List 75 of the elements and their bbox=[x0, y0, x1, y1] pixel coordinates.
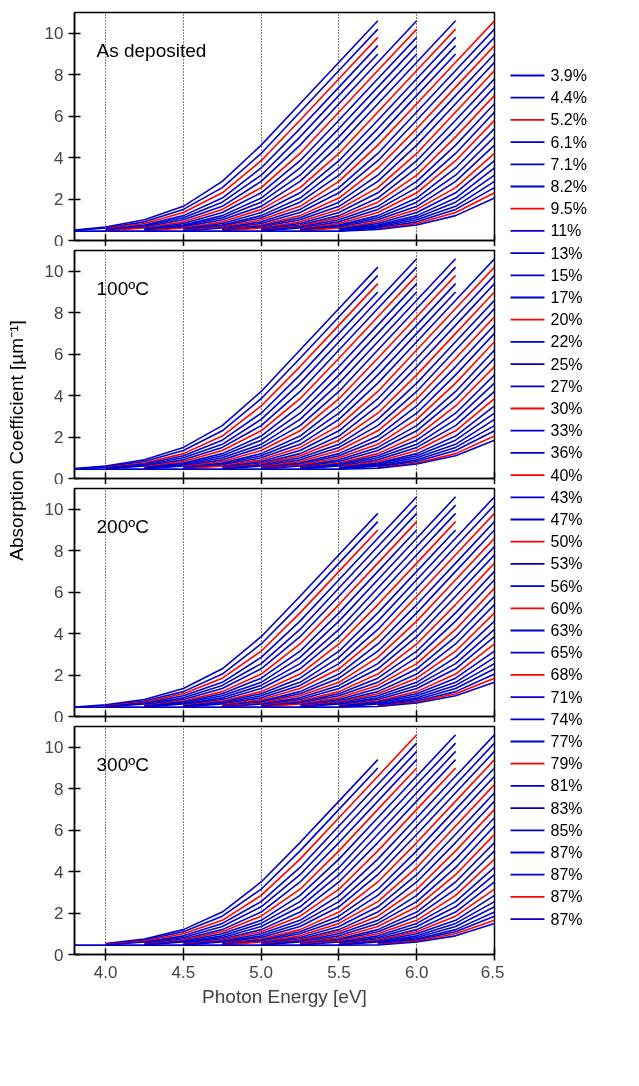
text: 300ºC bbox=[96, 753, 149, 775]
legend-label: 60% bbox=[550, 599, 583, 617]
legend-label: 81% bbox=[550, 777, 583, 795]
legend-label: 17% bbox=[550, 289, 583, 306]
legend-label: 15% bbox=[550, 266, 583, 284]
y-tick-label: 0 bbox=[54, 945, 64, 965]
legend-label: 6.1% bbox=[550, 133, 587, 151]
legend-label: 25% bbox=[550, 355, 583, 373]
legend-label: 8.2% bbox=[550, 178, 587, 195]
legend-label: 87% bbox=[550, 910, 583, 928]
x-tick-label: 5.0 bbox=[249, 962, 273, 982]
legend-label: 13% bbox=[550, 244, 583, 262]
legend-label: 4.4% bbox=[550, 89, 587, 107]
y-axis-title: Absorption Coefficient [µm⁻¹] bbox=[5, 320, 27, 561]
y-tick-label: 0 bbox=[54, 469, 64, 489]
legend-label: 56% bbox=[550, 577, 583, 595]
y-tick-label: 6 bbox=[54, 107, 64, 127]
x-axis-title: Photon Energy [eV] bbox=[202, 985, 367, 1007]
y-tick-label: 6 bbox=[54, 821, 64, 841]
legend-label: 5.2% bbox=[550, 111, 587, 129]
legend-label: 7.1% bbox=[550, 155, 587, 173]
y-tick-label: 8 bbox=[54, 779, 64, 799]
legend-label: 77% bbox=[550, 733, 583, 750]
y-tick-label: 2 bbox=[54, 904, 64, 924]
legend-label: 9.5% bbox=[550, 200, 587, 218]
legend-label: 87% bbox=[550, 888, 583, 906]
legend-label: 11% bbox=[550, 222, 582, 240]
text: As deposited bbox=[96, 39, 207, 61]
y-tick-label: 4 bbox=[54, 386, 64, 406]
legend-label: 63% bbox=[550, 622, 583, 639]
legend-label: 68% bbox=[550, 666, 583, 684]
y-tick-label: 6 bbox=[54, 345, 64, 365]
text: 200ºC bbox=[96, 515, 149, 537]
y-tick-label: 6 bbox=[54, 583, 64, 603]
y-tick-label: 2 bbox=[54, 428, 64, 448]
y-tick-label: 10 bbox=[44, 738, 64, 758]
x-tick-label: 4.0 bbox=[93, 962, 118, 982]
y-tick-label: 8 bbox=[54, 541, 64, 561]
y-tick-label: 4 bbox=[54, 624, 64, 644]
legend-label: 53% bbox=[550, 555, 583, 573]
legend-label: 3.9% bbox=[550, 67, 587, 84]
legend-label: 87% bbox=[550, 866, 583, 884]
y-tick-label: 10 bbox=[44, 500, 64, 520]
legend-label: 65% bbox=[550, 644, 583, 662]
legend-label: 50% bbox=[550, 533, 583, 551]
legend-label: 36% bbox=[550, 444, 583, 462]
y-tick-label: 0 bbox=[54, 707, 64, 727]
y-tick-label: 4 bbox=[54, 148, 64, 168]
y-tick-label: 2 bbox=[54, 666, 64, 686]
y-tick-label: 8 bbox=[54, 65, 64, 85]
x-tick-label: 5.5 bbox=[327, 962, 351, 982]
legend-label: 33% bbox=[550, 422, 583, 440]
legend-label: 40% bbox=[550, 466, 583, 484]
legend-label: 20% bbox=[550, 311, 583, 329]
legend-label: 22% bbox=[550, 333, 583, 351]
y-tick-label: 10 bbox=[44, 24, 64, 44]
legend-label: 74% bbox=[550, 710, 583, 728]
legend-label: 43% bbox=[550, 488, 583, 506]
legend-label: 83% bbox=[550, 799, 583, 817]
x-tick-label: 6.5 bbox=[480, 962, 505, 982]
y-tick-label: 0 bbox=[54, 231, 64, 251]
x-tick-label: 6.0 bbox=[404, 962, 429, 982]
legend-label: 79% bbox=[550, 755, 583, 773]
legend-label: 71% bbox=[550, 688, 583, 706]
y-tick-label: 2 bbox=[54, 190, 64, 210]
text: 100ºC bbox=[96, 277, 149, 299]
y-tick-label: 10 bbox=[44, 262, 64, 282]
x-tick-label: 4.5 bbox=[171, 962, 196, 982]
legend-label: 27% bbox=[550, 377, 583, 395]
legend-label: 85% bbox=[550, 821, 583, 839]
legend-label: 30% bbox=[550, 400, 583, 417]
legend-label: 47% bbox=[550, 511, 583, 528]
y-tick-label: 4 bbox=[54, 862, 64, 882]
legend-label: 87% bbox=[550, 844, 583, 861]
y-tick-label: 8 bbox=[54, 303, 64, 323]
